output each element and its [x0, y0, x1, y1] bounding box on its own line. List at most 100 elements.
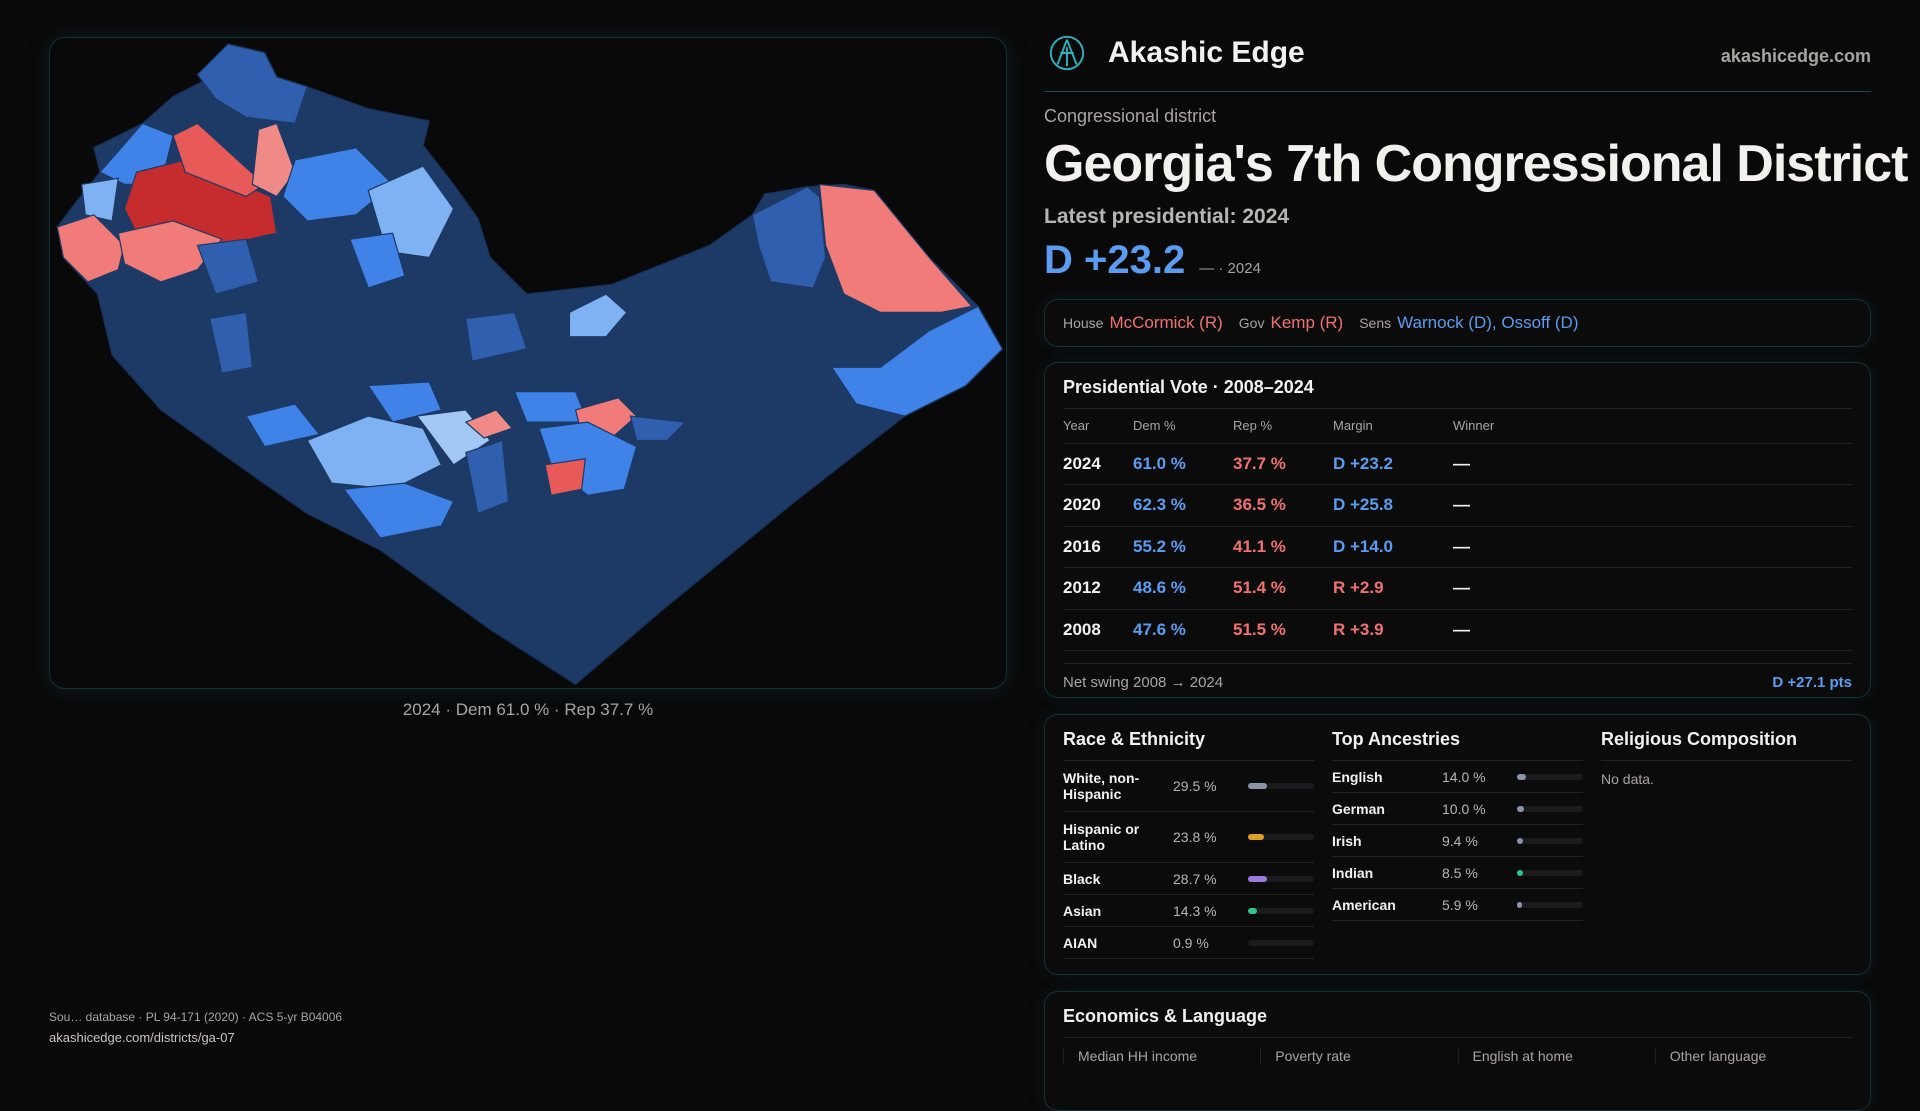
gov-label: Gov: [1238, 315, 1265, 331]
col-dem: Dem %: [1133, 409, 1233, 444]
house-label: House: [1063, 315, 1104, 331]
year: 2016: [1063, 526, 1133, 568]
ancestry-title: Top Ancestries: [1332, 729, 1583, 761]
table-row: 2024 61.0 % 37.7 % D +23.2—: [1063, 443, 1852, 485]
item-name: AIAN: [1063, 934, 1098, 951]
col-year: Year: [1063, 409, 1133, 444]
list-item: American 5.9 %: [1332, 889, 1583, 921]
margin-note: — · 2024: [1199, 260, 1261, 277]
item-bar: [1517, 837, 1583, 844]
item-bar: [1248, 875, 1314, 882]
stat-income: Median HH income: [1063, 1048, 1260, 1064]
site-link[interactable]: akashicedge.com: [1720, 46, 1871, 66]
precinct-rep-light: [117, 220, 223, 283]
item-name: Black: [1063, 870, 1101, 887]
winner: —: [1453, 609, 1852, 651]
item-name: German: [1332, 800, 1385, 817]
officials-card: House McCormick (R) Gov Kemp (R) Sens Warno…: [1044, 299, 1871, 347]
precinct-dem-light: [80, 177, 119, 222]
page-url[interactable]: akashicedge.com/districts/ga-07: [49, 1030, 235, 1045]
item-bar: [1248, 834, 1314, 840]
winner: —: [1453, 443, 1852, 485]
precinct-rep-strong: [544, 458, 587, 497]
dem-pct: 48.6 %: [1133, 567, 1233, 610]
list-item: German 10.0 %: [1332, 793, 1583, 825]
brand-name[interactable]: Akashic Edge: [1108, 36, 1305, 69]
precinct-rep-light: [172, 122, 266, 198]
table-row: 2012 48.6 % 51.4 % R +2.9—: [1063, 567, 1852, 610]
precinct-dem-mid: [208, 311, 254, 375]
item-value: 28.7 %: [1173, 870, 1217, 887]
latest-label: Latest presidential: 2024: [1044, 205, 1290, 228]
item-name: Asian: [1063, 902, 1102, 919]
district-map[interactable]: [49, 37, 1007, 689]
precinct-rep-light: [251, 122, 296, 198]
stat-poverty: Poverty rate: [1260, 1048, 1457, 1064]
precinct-dem-mid: [830, 305, 1004, 417]
religion-section: Religious Composition No data.: [1601, 729, 1852, 960]
precinct-dem-mid: [196, 238, 260, 295]
religion-empty: No data.: [1601, 771, 1654, 787]
ancestry-section: Top Ancestries English 14.0 % German 10.0 % I…: [1332, 729, 1583, 960]
item-name: Indian: [1332, 864, 1374, 881]
swing-value: D +27.1 pts: [1772, 674, 1852, 691]
economics-title: Economics & Language: [1063, 1006, 1852, 1038]
precinct-dem-light: [306, 415, 443, 490]
district-map-svg[interactable]: [50, 38, 1006, 688]
margin: R +2.9: [1333, 567, 1453, 610]
list-item: English 14.0 %: [1332, 761, 1583, 793]
margin-value: D +23.2: [1044, 238, 1186, 282]
page-title: Georgia's 7th Congressional District: [1044, 135, 1908, 193]
district-kind: Congressional district: [1044, 106, 1217, 126]
item-name: Hispanic or Latino: [1063, 821, 1140, 853]
rep-pct: 37.7 %: [1233, 443, 1333, 485]
dem-pct: 47.6 %: [1133, 609, 1233, 651]
item-value: 5.9 %: [1442, 896, 1478, 913]
item-name: English: [1332, 768, 1383, 785]
sens-label: Sens: [1359, 315, 1392, 331]
precinct-rep-light: [56, 214, 126, 283]
dem-pct: 62.3 %: [1133, 484, 1233, 527]
item-value: 14.0 %: [1442, 768, 1486, 785]
dem-pct: 61.0 %: [1133, 443, 1233, 485]
item-value: 0.9 %: [1173, 934, 1209, 951]
precinct-dem-mid: [342, 482, 455, 539]
year: 2020: [1063, 484, 1133, 527]
source-footer: Sou… database · PL 94-171 (2020) · ACS 5…: [49, 1010, 342, 1045]
precinct-dem-mid: [513, 391, 589, 423]
item-bar: [1248, 907, 1314, 914]
year: 2024: [1063, 443, 1133, 485]
race-title: Race & Ethnicity: [1063, 729, 1314, 761]
precinct-rep-light: [464, 409, 514, 439]
precinct-dem-mid: [196, 43, 309, 125]
list-item: Hispanic or Latino 23.8 %: [1063, 812, 1314, 863]
item-bar: [1517, 805, 1583, 812]
item-bar: [1517, 869, 1583, 876]
item-bar: [1517, 773, 1583, 780]
demographics-card: Race & Ethnicity White, non-Hispanic 29.5 …: [1044, 714, 1871, 975]
dem-pct: 55.2 %: [1133, 526, 1233, 568]
col-winner: Winner: [1453, 409, 1852, 444]
list-item: Asian 14.3 %: [1063, 895, 1314, 927]
item-value: 29.5 %: [1173, 778, 1217, 794]
item-value: 9.4 %: [1442, 832, 1478, 849]
rep-pct: 51.4 %: [1233, 567, 1333, 610]
akashic-logo-icon[interactable]: [1048, 34, 1086, 72]
item-bar: [1248, 939, 1314, 946]
item-value: 8.5 %: [1442, 864, 1478, 881]
winner: —: [1453, 484, 1852, 527]
winner: —: [1453, 567, 1852, 610]
table-row: 2008 47.6 % 51.5 % R +3.9—: [1063, 609, 1852, 651]
item-value: 23.8 %: [1173, 829, 1217, 845]
presidential-card: Presidential Vote · 2008–2024 Year Dem %…: [1044, 362, 1871, 698]
precinct-dem-mid: [629, 415, 687, 442]
swing-label: Net swing 2008 → 2024: [1063, 674, 1224, 691]
item-value: 10.0 %: [1442, 800, 1486, 817]
senators: Warnock (D), Ossoff (D): [1397, 313, 1579, 332]
house-rep: McCormick (R): [1109, 313, 1223, 332]
item-bar: [1248, 783, 1314, 789]
stat-english: English at home: [1457, 1048, 1655, 1064]
year: 2008: [1063, 609, 1133, 651]
precinct-dem-light: [568, 293, 628, 338]
rep-pct: 36.5 %: [1233, 484, 1333, 527]
